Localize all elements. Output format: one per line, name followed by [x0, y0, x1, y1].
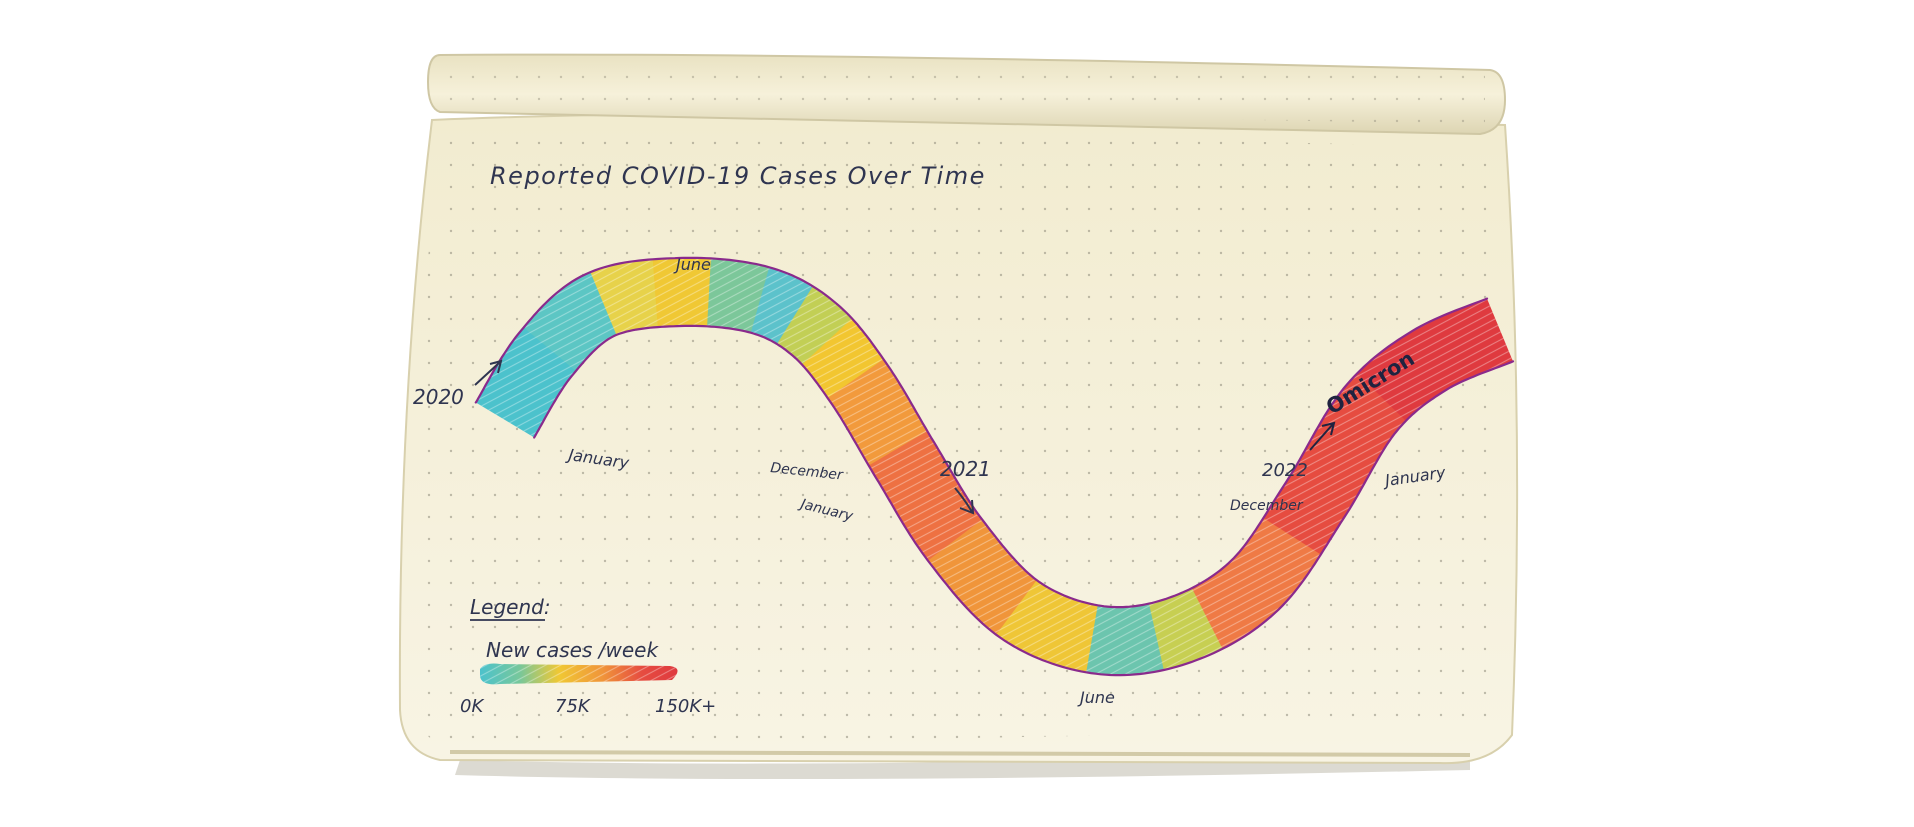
arrow-2021 — [954, 487, 975, 515]
arrow-omicron — [1309, 421, 1336, 451]
label-december-2021: December — [1230, 498, 1304, 514]
chart-title: Reported COVID-19 Cases Over Time — [490, 162, 986, 190]
legend: Legend: New cases /week 0K 75K 150K+ — [460, 595, 716, 717]
arrow-2020 — [474, 359, 503, 386]
label-year-2020: 2020 — [413, 385, 464, 409]
label-june-2021: June — [1077, 688, 1115, 707]
ribbon-outline-bottom — [533, 324, 1515, 677]
label-december-2020: December — [770, 460, 845, 484]
ribbon-band — [474, 256, 1515, 677]
ribbon-outline-top — [474, 256, 1489, 609]
label-june-2020: June — [673, 255, 711, 274]
legend-tick-150k: 150K+ — [655, 696, 716, 717]
ribbon-texture — [475, 257, 1513, 676]
legend-color-bar-hatch — [480, 663, 678, 685]
label-year-2022: 2022 — [1262, 460, 1308, 481]
rolled-top-dots — [445, 59, 1485, 124]
legend-heading: Legend: — [470, 595, 551, 619]
page-bottom-edge — [449, 750, 1471, 757]
legend-tick-0k: 0K — [460, 696, 484, 717]
label-year-2021: 2021 — [940, 457, 991, 481]
legend-label: New cases /week — [486, 638, 659, 662]
legend-tick-75k: 75K — [555, 696, 591, 717]
